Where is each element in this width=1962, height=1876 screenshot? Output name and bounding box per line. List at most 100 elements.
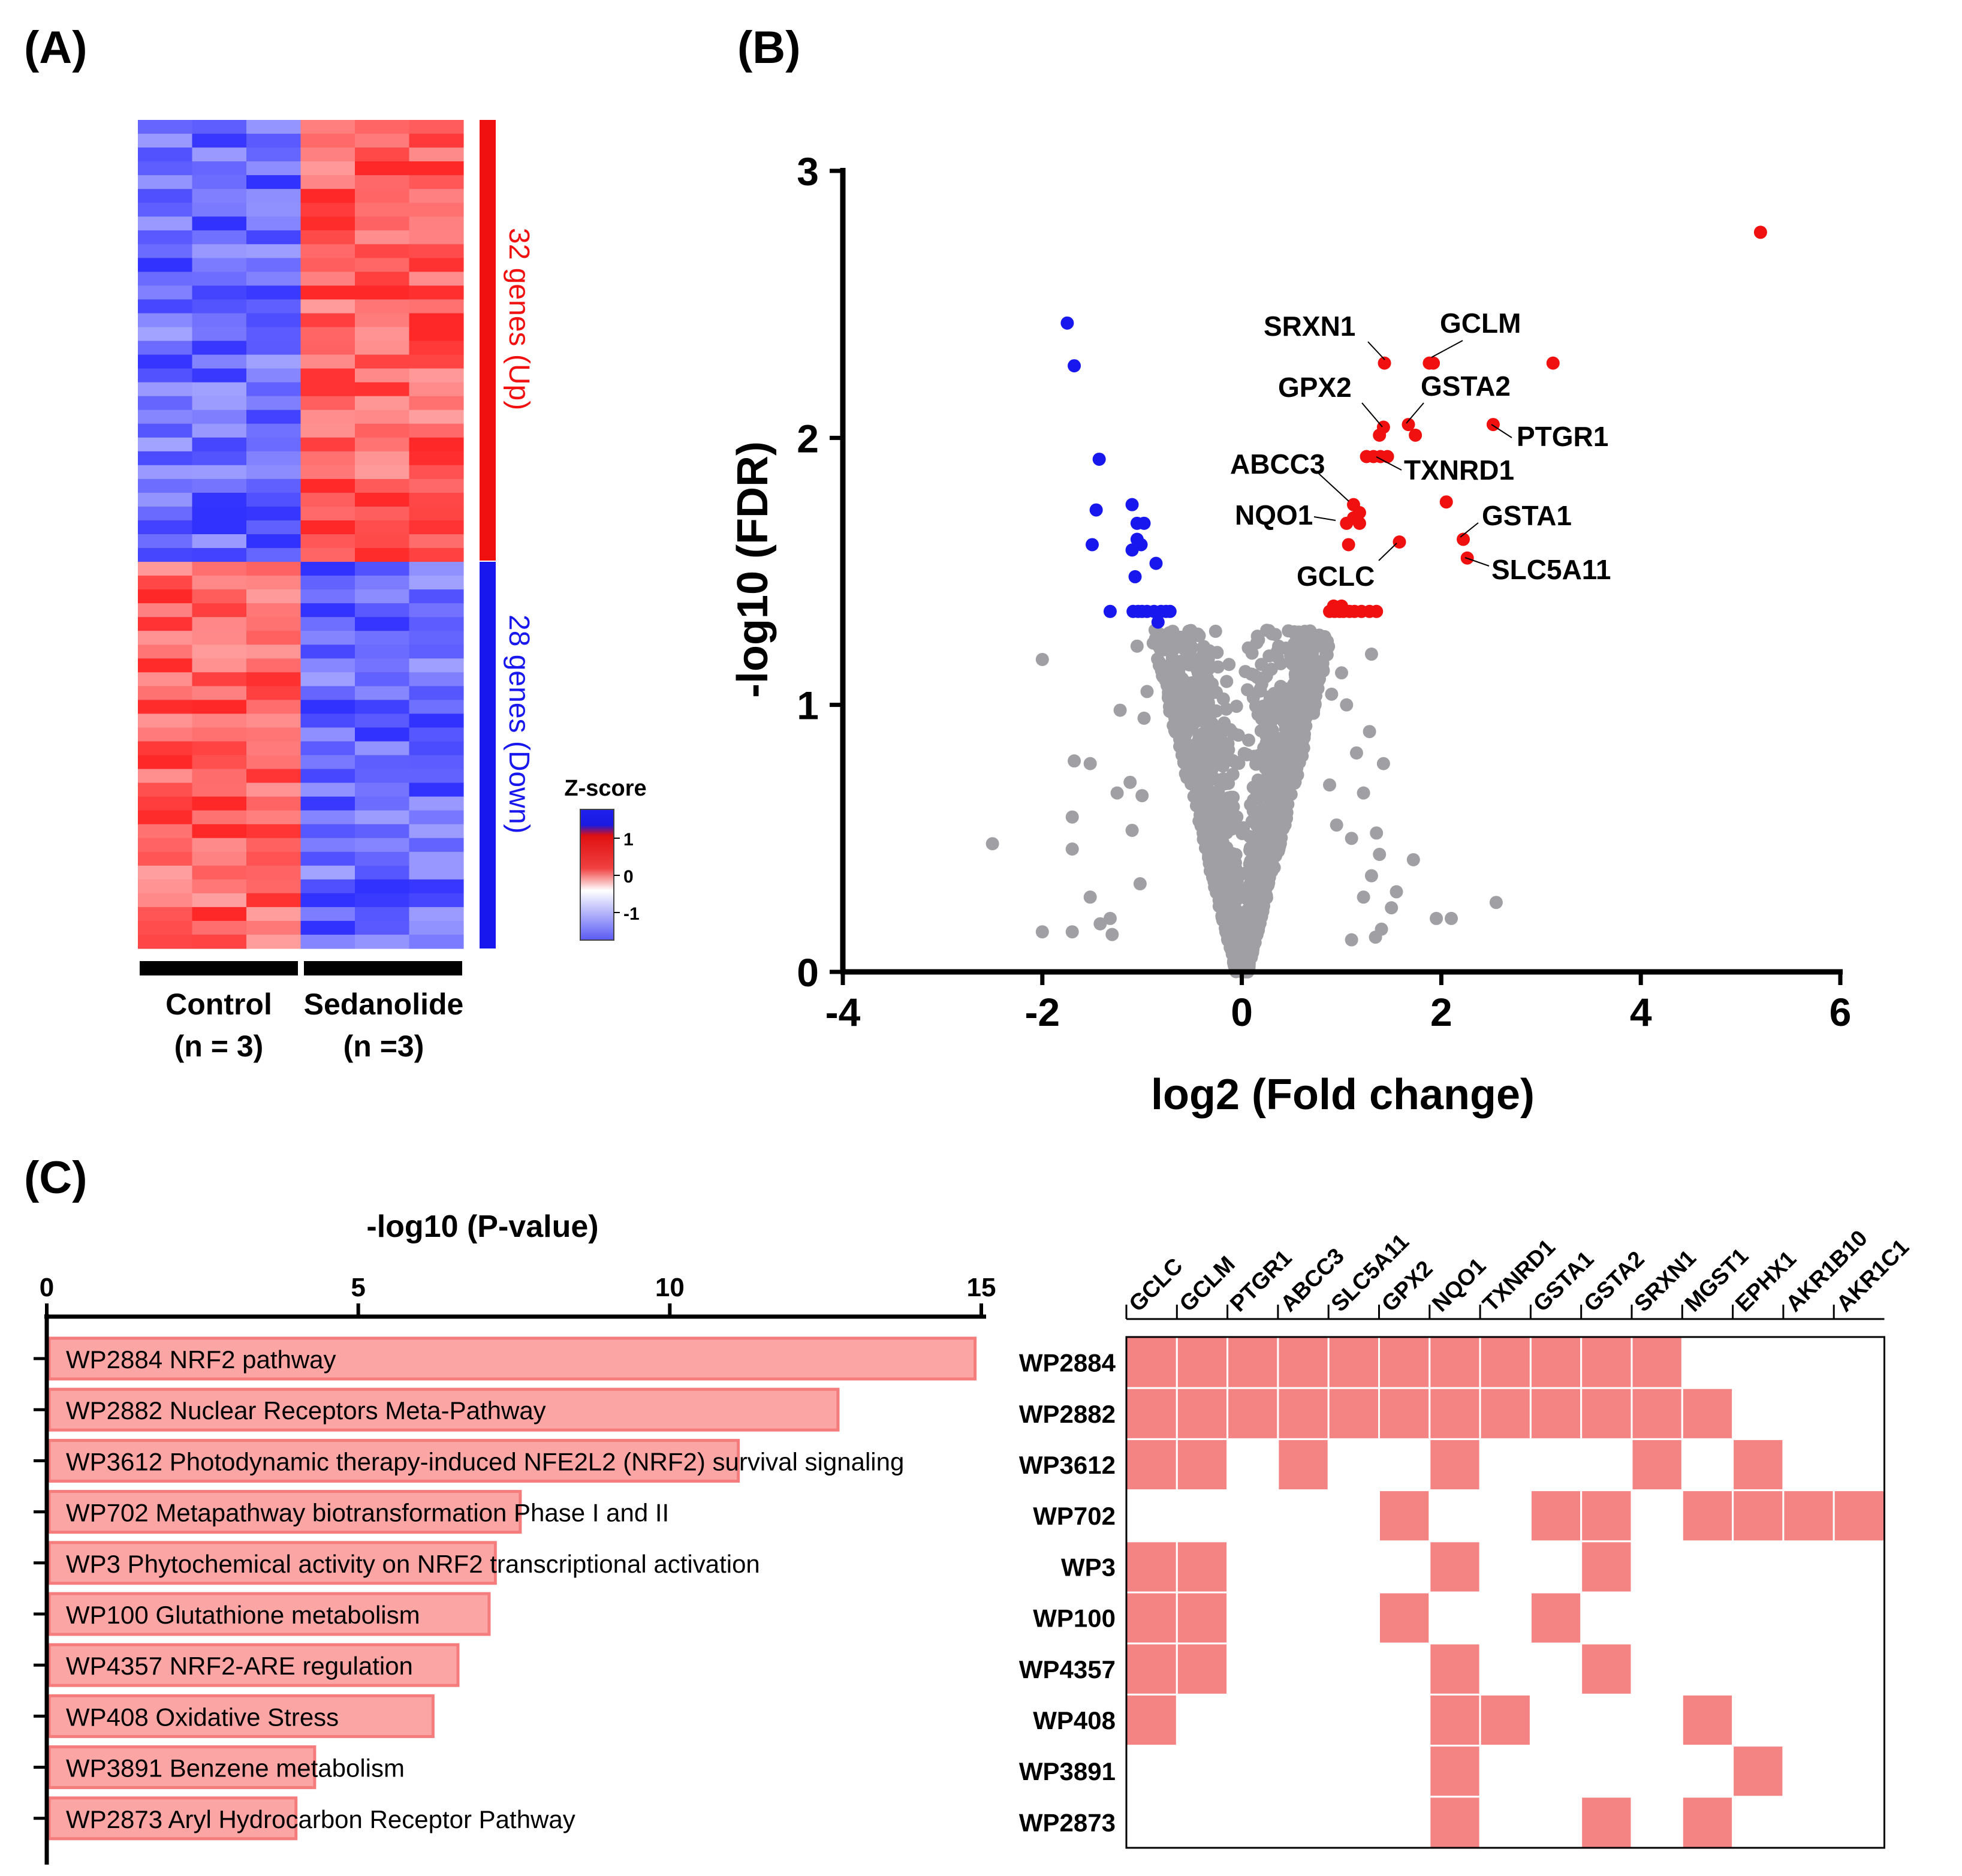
pathway-bar-label: WP3612 Photodynamic therapy-induced NFE2…	[66, 1447, 904, 1475]
heatmap-cell	[138, 492, 193, 507]
volcano-point-ns	[1199, 650, 1213, 664]
heatmap-cell	[192, 824, 247, 839]
heatmap-cell	[355, 465, 410, 480]
annotation-gsta2: GSTA2	[1421, 371, 1511, 402]
volcano-point-ns	[1173, 733, 1187, 746]
heatmap-cell	[409, 478, 464, 493]
volcano-point-ns	[1113, 703, 1127, 717]
heatmap-cell	[192, 576, 247, 590]
heatmap-cell	[355, 893, 410, 908]
heatmap-cell	[300, 907, 355, 922]
gene-membership-cell	[1378, 1336, 1431, 1389]
heatmap-cell	[138, 313, 193, 328]
heatmap-cell	[246, 423, 302, 438]
heatmap-cell	[300, 520, 355, 535]
volcano-point-ns	[1140, 685, 1154, 698]
heatmap-cell	[355, 189, 410, 203]
heatmap-cell	[300, 920, 355, 935]
heatmap-cell	[355, 631, 410, 645]
heatmap-cell	[300, 382, 355, 397]
heatmap-cell	[246, 437, 302, 452]
volcano-point-ns	[1227, 817, 1241, 830]
volcano-point-ns	[1197, 814, 1211, 828]
volcano-point-ns	[1183, 686, 1197, 700]
heatmap-cell	[138, 782, 193, 797]
heatmap-cell	[355, 700, 410, 715]
gene-membership-cell	[1580, 1387, 1633, 1440]
heatmap-cell	[300, 423, 355, 438]
volcano-point-up	[1370, 604, 1384, 618]
volcano-point-ns	[1204, 853, 1217, 866]
volcano-point-ns	[1245, 937, 1259, 951]
volcano-point-ns	[1189, 737, 1202, 751]
volcano-point-ns	[1271, 752, 1285, 766]
volcano-point-ns	[1308, 661, 1322, 674]
volcano-point-ns	[1246, 916, 1259, 930]
heatmap-cell	[138, 520, 193, 535]
heatmap-cell	[409, 354, 464, 369]
volcano-x-title: log2 (Fold change)	[1151, 1071, 1535, 1119]
volcano-point-ns	[1208, 624, 1222, 638]
volcano-point-ns	[1105, 928, 1119, 941]
pathway-row-label: WP408	[1033, 1706, 1116, 1735]
heatmap-cell	[355, 755, 410, 770]
heatmap-cell	[246, 120, 302, 134]
heatmap-cell	[409, 423, 464, 438]
volcano-x-tick-label: 0	[1231, 990, 1253, 1034]
volcano-x-ticks: -4 -2 0 2 4 6	[825, 972, 1851, 1034]
down-bracket-bar	[480, 562, 496, 948]
heatmap-cell	[246, 631, 302, 645]
volcano-point-ns	[1312, 628, 1326, 642]
volcano-x-tick-label: -4	[825, 990, 861, 1034]
heatmap-cell	[409, 603, 464, 618]
heatmap-cell	[246, 465, 302, 480]
volcano-point-ns	[1262, 733, 1276, 747]
heatmap-cell	[409, 934, 464, 949]
heatmap-cell	[246, 258, 302, 272]
heatmap-cell	[355, 272, 410, 286]
heatmap-cell	[138, 161, 193, 176]
volcano-point-ns	[1177, 654, 1191, 668]
heatmap-cell	[138, 879, 193, 894]
volcano-point-up	[1342, 538, 1355, 552]
heatmap-cell	[409, 576, 464, 590]
heatmap-cell	[246, 299, 302, 314]
sedanolide-n-label: (n =3)	[343, 1029, 424, 1063]
volcano-point-ns	[1211, 881, 1225, 895]
volcano-points	[985, 225, 1767, 978]
gene-column-label: NQO1	[1427, 1254, 1491, 1317]
gene-membership-cell	[1125, 1591, 1178, 1645]
heatmap-cell	[300, 189, 355, 203]
heatmap-cell	[300, 810, 355, 825]
volcano-point-down	[1151, 615, 1165, 629]
heatmap-cell	[300, 824, 355, 839]
volcano-point-ns	[1168, 642, 1182, 655]
heatmap-cell	[300, 838, 355, 853]
heatmap-cell	[409, 437, 464, 452]
heatmap-cell	[192, 423, 247, 438]
heatmap-cell	[355, 534, 410, 549]
gene-membership-cell	[1428, 1438, 1481, 1492]
heatmap-cell	[409, 258, 464, 272]
pathway-bar	[47, 1592, 491, 1636]
heatmap-cell	[138, 478, 193, 493]
pathway-row-label: WP3612	[1019, 1451, 1116, 1479]
volcano-point-ns	[1225, 791, 1238, 805]
heatmap-cell	[355, 313, 410, 328]
heatmap-cell	[192, 327, 247, 342]
heatmap-cell	[192, 810, 247, 825]
heatmap-cell	[138, 465, 193, 480]
heatmap-cell	[300, 272, 355, 286]
volcano-point-ns	[1241, 683, 1255, 697]
volcano-point-ns	[1227, 727, 1241, 740]
gene-membership-cell	[1529, 1489, 1583, 1543]
heatmap-cell	[138, 327, 193, 342]
heatmap-cell	[192, 934, 247, 949]
gene-column-label: GCLM	[1175, 1252, 1240, 1317]
volcano-point-ns	[1226, 847, 1240, 860]
heatmap-cell	[355, 645, 410, 659]
annotation-abcc3: ABCC3	[1230, 448, 1325, 480]
heatmap-cell	[192, 727, 247, 742]
zscore-tick-1: 1	[623, 830, 634, 850]
